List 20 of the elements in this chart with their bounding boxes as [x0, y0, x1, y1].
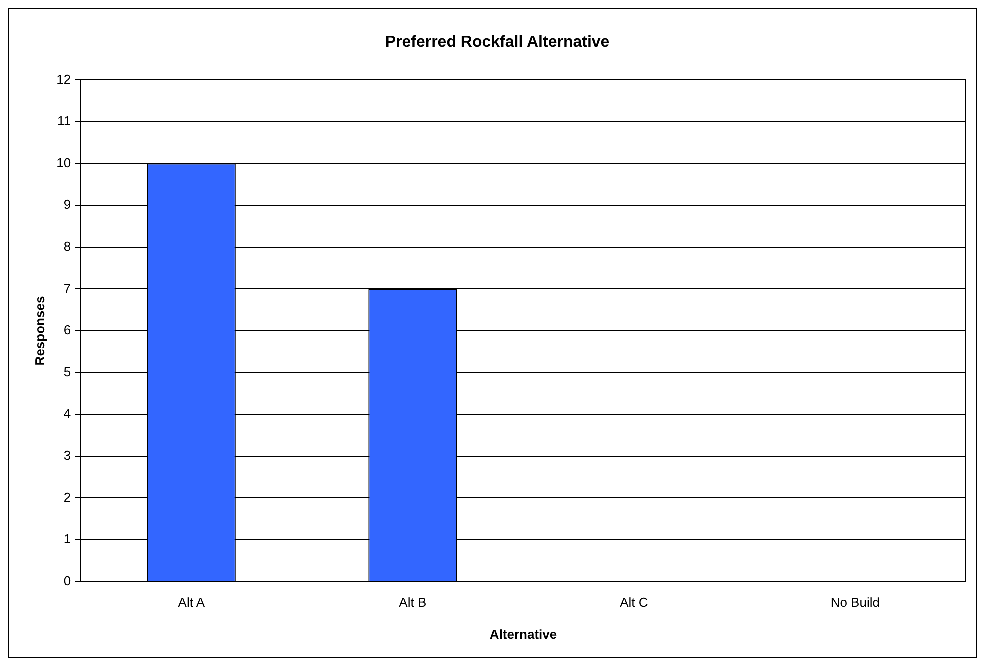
y-tick-label: 12 — [56, 72, 72, 87]
y-tick-label: 0 — [64, 573, 72, 588]
x-tick-label: Alt A — [178, 595, 206, 610]
x-tick-label: No Build — [830, 595, 880, 610]
x-tick-label: Alt B — [399, 595, 427, 610]
y-tick-label: 10 — [56, 155, 72, 170]
y-tick-label: 9 — [64, 197, 72, 212]
y-tick-label: 2 — [64, 490, 72, 505]
y-tick-label: 8 — [64, 238, 72, 254]
y-tick-label: 3 — [64, 448, 72, 463]
y-tick-label: 6 — [64, 322, 72, 338]
y-tick-label: 1 — [64, 532, 72, 547]
chart-title: Preferred Rockfall Alternative — [385, 34, 610, 52]
y-tick-label: 5 — [64, 364, 72, 380]
y-tick-label: 4 — [64, 406, 72, 422]
y-tick-label: 11 — [58, 114, 72, 129]
x-tick-label: Alt C — [620, 595, 648, 610]
x-axis-title: Alternative — [490, 626, 558, 642]
y-tick-label: 7 — [64, 280, 72, 296]
y-axis-title: Responses — [32, 296, 48, 366]
